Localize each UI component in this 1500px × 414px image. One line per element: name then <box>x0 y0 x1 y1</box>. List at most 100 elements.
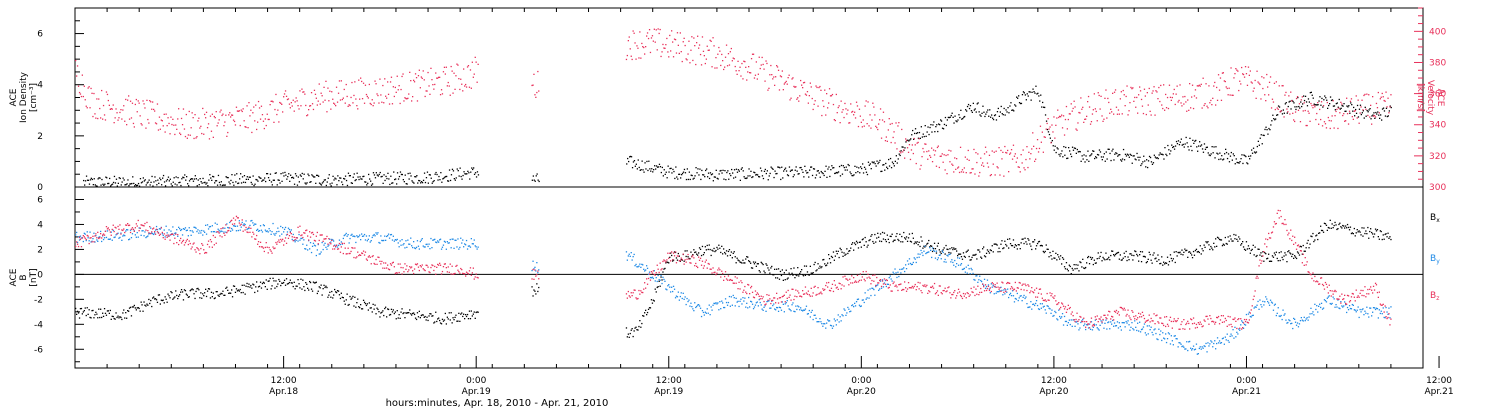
data-point <box>821 266 822 267</box>
data-point <box>1192 348 1193 349</box>
data-point <box>374 305 375 306</box>
data-point <box>719 301 720 302</box>
data-point <box>841 252 842 253</box>
data-point <box>1159 101 1160 102</box>
data-point <box>1148 160 1149 161</box>
data-point <box>332 176 333 177</box>
data-point <box>882 279 883 280</box>
data-point <box>393 309 394 310</box>
data-point <box>100 231 101 232</box>
data-point <box>1104 259 1105 260</box>
data-point <box>1180 102 1181 103</box>
data-point <box>1132 87 1133 88</box>
data-point <box>1008 297 1009 298</box>
data-point <box>1007 289 1008 290</box>
data-point <box>951 247 952 248</box>
data-point <box>429 94 430 95</box>
data-point <box>1233 338 1234 339</box>
velocity-tick-label: 320 <box>1429 152 1446 162</box>
data-point <box>1388 238 1389 239</box>
data-point <box>220 184 221 185</box>
data-point <box>200 178 201 179</box>
data-point <box>1226 86 1227 87</box>
data-point <box>1296 258 1297 259</box>
data-point <box>1218 74 1219 75</box>
data-point <box>272 101 273 102</box>
data-point <box>159 294 160 295</box>
data-point <box>368 309 369 310</box>
data-point <box>383 315 384 316</box>
data-point <box>223 231 224 232</box>
data-point <box>1357 310 1358 311</box>
data-point <box>694 302 695 303</box>
data-point <box>1053 116 1054 117</box>
data-point <box>201 298 202 299</box>
data-point <box>711 66 712 67</box>
data-point <box>1332 303 1333 304</box>
data-point <box>716 247 717 248</box>
data-point <box>453 170 454 171</box>
data-point <box>208 123 209 124</box>
data-point <box>329 174 330 175</box>
data-point <box>461 84 462 85</box>
data-point <box>637 48 638 49</box>
data-point <box>1306 101 1307 102</box>
data-point <box>1198 353 1199 354</box>
data-point <box>1151 260 1152 261</box>
data-point <box>838 251 839 252</box>
data-point <box>1042 303 1043 304</box>
data-point <box>1162 154 1163 155</box>
data-point <box>664 48 665 49</box>
data-point <box>981 258 982 259</box>
data-point <box>453 319 454 320</box>
data-point <box>822 326 823 327</box>
data-point <box>897 125 898 126</box>
data-point <box>664 169 665 170</box>
data-point <box>1382 93 1383 94</box>
data-point <box>774 171 775 172</box>
data-point <box>190 230 191 231</box>
data-point <box>106 315 107 316</box>
data-point <box>1155 258 1156 259</box>
data-point <box>914 243 915 244</box>
data-point <box>1364 233 1365 234</box>
data-point <box>1273 257 1274 258</box>
data-point <box>836 324 837 325</box>
data-point <box>318 176 319 177</box>
data-point <box>188 134 189 135</box>
data-point <box>776 173 777 174</box>
data-point <box>732 60 733 61</box>
data-point <box>1171 100 1172 101</box>
data-point <box>195 137 196 138</box>
data-point <box>1305 96 1306 97</box>
data-point <box>954 157 955 158</box>
data-point <box>631 156 632 157</box>
data-point <box>867 297 868 298</box>
data-point <box>449 169 450 170</box>
data-point <box>240 230 241 231</box>
data-point <box>923 151 924 152</box>
data-point <box>409 173 410 174</box>
data-point <box>440 94 441 95</box>
data-point <box>741 169 742 170</box>
data-point <box>1010 293 1011 294</box>
data-point <box>363 235 364 236</box>
data-point <box>361 179 362 180</box>
data-point <box>626 59 627 60</box>
data-point <box>172 185 173 186</box>
data-point <box>1111 150 1112 151</box>
data-point <box>951 259 952 260</box>
data-point <box>536 283 537 284</box>
data-point <box>1023 149 1024 150</box>
data-point <box>346 299 347 300</box>
data-point <box>345 304 346 305</box>
data-point <box>211 180 212 181</box>
data-point <box>1109 259 1110 260</box>
data-point <box>133 183 134 184</box>
data-point <box>1369 116 1370 117</box>
data-point <box>336 184 337 185</box>
data-point <box>886 136 887 137</box>
data-point <box>882 119 883 120</box>
data-point <box>815 315 816 316</box>
data-point <box>715 57 716 58</box>
